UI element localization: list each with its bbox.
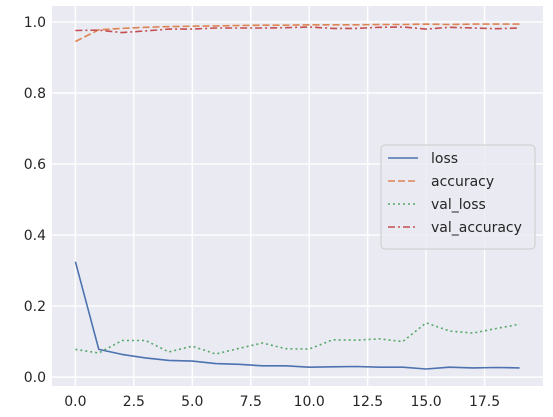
- x-tick-label: 5.0: [181, 394, 203, 410]
- x-tick-label: 7.5: [240, 394, 262, 410]
- y-tick-label: 0.8: [24, 86, 46, 102]
- y-tick-label: 0.4: [24, 228, 46, 244]
- y-tick-labels: 0.0 0.2 0.4 0.6 0.8 1.0: [24, 15, 46, 386]
- legend-label-loss: loss: [431, 151, 458, 167]
- x-tick-label: 17.5: [469, 394, 500, 410]
- x-tick-label: 15.0: [411, 394, 442, 410]
- legend: loss accuracy val_loss val_accuracy: [381, 145, 535, 249]
- x-tick-labels: 0.0 2.5 5.0 7.5 10.0 12.5 15.0 17.5: [64, 394, 500, 410]
- x-tick-label: 10.0: [294, 394, 325, 410]
- legend-label-accuracy: accuracy: [431, 174, 494, 190]
- y-tick-label: 1.0: [24, 15, 46, 31]
- y-tick-label: 0.0: [24, 370, 46, 386]
- y-tick-label: 0.6: [24, 157, 46, 173]
- x-tick-label: 12.5: [352, 394, 383, 410]
- y-tick-label: 0.2: [24, 299, 46, 315]
- x-tick-label: 0.0: [64, 394, 86, 410]
- legend-label-val_loss: val_loss: [431, 197, 486, 213]
- x-tick-label: 2.5: [123, 394, 145, 410]
- legend-label-val_accuracy: val_accuracy: [431, 220, 522, 236]
